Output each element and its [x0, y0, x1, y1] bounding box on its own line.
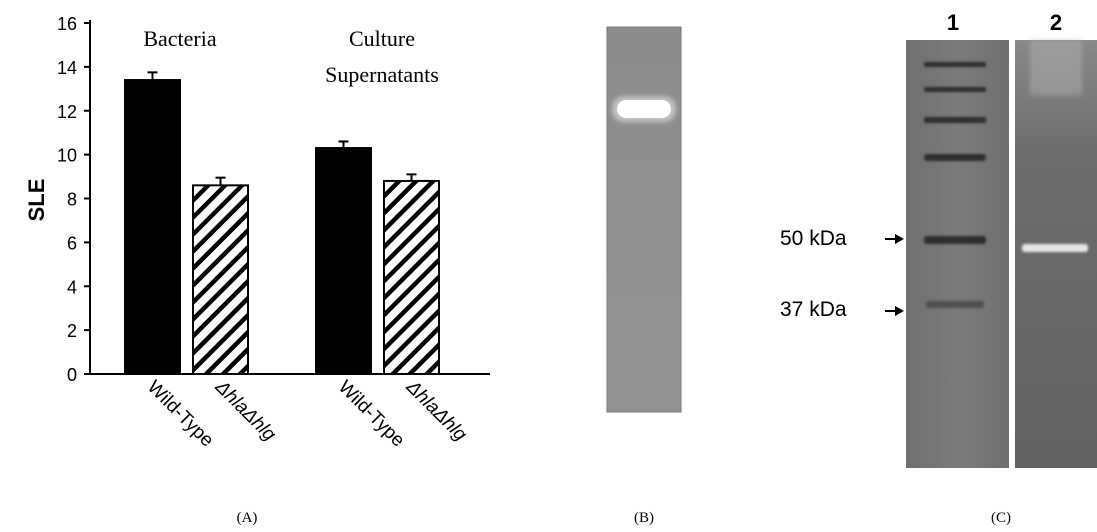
- y-axis-label: SLE: [24, 179, 49, 222]
- marker-37kda-label: 37 kDa: [780, 298, 847, 321]
- y-tick-label: 2: [67, 321, 77, 341]
- lane-label-1: 1: [947, 10, 959, 35]
- y-tick-label: 4: [67, 277, 77, 297]
- x-tick-label: Wild-Type: [143, 377, 218, 452]
- marker-50kda-label: 50 kDa: [780, 227, 847, 250]
- lane-2-band: [1022, 244, 1088, 252]
- gel-c-lane-1: [906, 40, 1009, 468]
- y-tick-label: 0: [67, 365, 77, 385]
- panel-b-gel: [606, 26, 682, 413]
- bar-hla-hlg-bacteria: [192, 184, 249, 375]
- y-tick-label: 16: [57, 14, 77, 34]
- panel-c-gel: 1 2 50 kDa 37 kDa: [780, 10, 1097, 468]
- group-label-bacteria: Bacteria: [143, 26, 217, 51]
- lane-label-2: 2: [1050, 10, 1062, 35]
- bar-wild-type-bacteria: [124, 79, 181, 375]
- y-tick-label: 12: [57, 102, 77, 122]
- gel-b-inner-shade: [606, 26, 682, 413]
- gel-c-lane-2: [1015, 40, 1097, 468]
- group-label-culture-line1: Culture: [349, 26, 415, 51]
- x-tick-label: ΔhlaΔhlg: [401, 376, 471, 446]
- y-axis-ticks: 0 2 4 6 8 10 12 14 16: [57, 14, 90, 385]
- x-tick-label: ΔhlaΔhlg: [210, 376, 280, 446]
- y-tick-label: 14: [57, 58, 77, 78]
- panel-label-b: (B): [634, 510, 654, 526]
- bars: [124, 71, 440, 375]
- gel-b-lane: [607, 27, 681, 412]
- ladder-bands: [924, 62, 986, 308]
- gel-c-lane-2-top-haze: [1030, 40, 1082, 95]
- y-tick-label: 8: [67, 190, 77, 210]
- y-tick-label: 10: [57, 146, 77, 166]
- panel-label-c: (C): [991, 510, 1011, 526]
- marker-50kda-arrow-head: [895, 234, 904, 244]
- panel-a-bar-chart: SLE 0 2 4 6 8 10 12 14 16 Bacteria Culture Super…: [24, 14, 490, 451]
- group-label-culture-line2: Supernatants: [325, 62, 439, 87]
- x-tick-label: Wild-Type: [334, 377, 409, 452]
- gel-b-band: [617, 100, 671, 118]
- bar-wild-type-supernatants: [315, 147, 372, 375]
- bar-hla-hlg-supernatants: [383, 179, 440, 375]
- marker-37kda-arrow-head: [895, 306, 904, 316]
- panel-label-a: (A): [237, 510, 258, 526]
- y-tick-label: 6: [67, 233, 77, 253]
